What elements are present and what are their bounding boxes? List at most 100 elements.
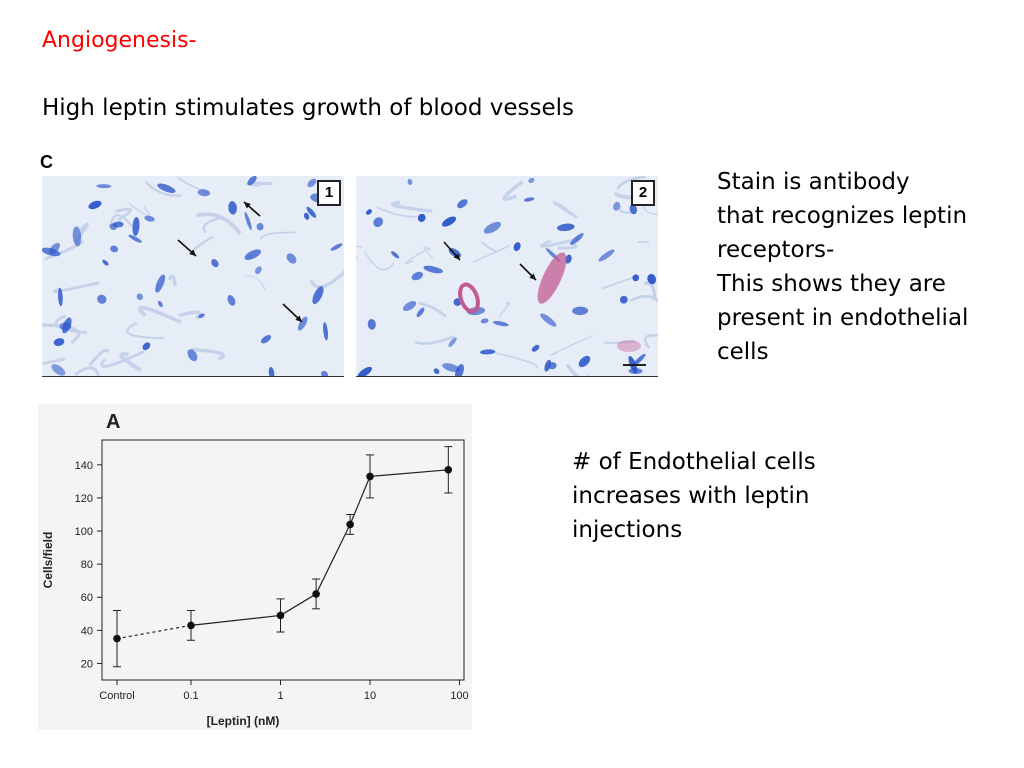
tissue-fiber [167,274,177,286]
stained-nucleus [306,206,317,218]
stained-nucleus [613,201,621,211]
stained-nucleus [391,251,400,259]
stained-nucleus [523,197,535,202]
stained-nucleus [88,200,102,210]
stained-nucleus [483,221,501,234]
y-tick-label: 60 [81,592,93,604]
micrograph-leptin: 2 [356,176,658,377]
x-tick-label: 0.1 [183,690,198,702]
stained-nucleus [198,313,205,319]
stained-nucleus [572,306,589,316]
stained-nucleus [513,242,521,252]
stained-nucleus [565,254,572,264]
stained-nucleus [570,233,584,245]
stained-nucleus [256,222,264,231]
stained-nucleus [297,316,308,331]
stained-nucleus [144,215,155,222]
x-tick-label: Control [99,690,134,702]
tissue-fiber [119,352,142,372]
tissue-fiber [42,357,66,366]
stained-nucleus [244,212,252,231]
pointer-arrow-head [189,249,196,256]
stained-nucleus [367,319,376,330]
micrograph-leptin-image [356,176,658,376]
endothelial-note: # of Endothelial cells increases with le… [572,445,816,547]
series-line-segment [116,624,192,640]
y-tick-label: 120 [75,493,93,505]
stained-nucleus [255,266,262,275]
tissue-fiber [616,176,646,190]
receptor-stain [617,340,641,352]
stained-nucleus [58,287,63,307]
stained-nucleus [373,217,384,228]
figure-c-letter: C [40,152,53,172]
data-point [346,520,354,529]
y-tick-label: 40 [81,625,93,637]
tissue-fiber [191,235,214,253]
stained-nucleus [402,300,417,312]
slide-title: Angiogenesis- [42,28,197,53]
pointer-arrow-head [453,253,460,260]
stained-nucleus [448,337,457,347]
tissue-fiber [364,251,395,271]
stained-nucleus [578,355,591,368]
stained-nucleus [528,177,535,183]
tissue-fiber [309,270,344,289]
stained-nucleus [629,204,637,215]
pointer-arrow-head [295,315,302,322]
x-tick-label: 1 [277,690,283,702]
plot-frame [101,439,465,681]
tissue-fiber [42,323,81,345]
stained-nucleus [187,349,198,362]
pointer-arrow-head [529,273,536,280]
series-line-segment [280,593,317,616]
data-point [113,634,121,643]
stained-nucleus [53,338,65,346]
tissue-fiber [539,237,580,248]
chart-panel-letter: A [106,411,120,433]
stained-nucleus [211,259,219,268]
stained-nucleus [155,274,166,293]
data-point [444,465,453,474]
stained-nucleus [102,259,109,266]
tissue-fiber [202,217,220,234]
stained-nucleus [59,322,72,331]
stained-nucleus [357,366,372,376]
y-tick-label: 20 [81,658,93,670]
stained-nucleus [330,243,343,251]
tissue-fiber [550,334,593,356]
y-tick-label: 100 [75,526,93,538]
data-point [187,621,195,630]
stained-nucleus [417,213,426,222]
tissue-fiber [376,206,417,218]
tissue-fiber [128,203,150,217]
series-line-segment [315,524,351,595]
series-line-segment [349,476,371,525]
stained-nucleus [442,363,461,373]
tissue-fiber [423,246,434,260]
receptor-stained-vessel [458,282,480,314]
stained-nucleus [157,300,163,308]
stained-nucleus [598,249,615,262]
stained-nucleus [247,176,257,186]
tissue-fiber [601,274,639,290]
panel-number-2: 2 [631,180,655,206]
stained-nucleus [96,184,112,189]
tissue-fiber [643,281,657,301]
tissue-fiber [245,275,266,291]
stained-nucleus [303,212,310,220]
x-tick-label: 10 [364,690,376,702]
stained-nucleus [480,318,489,324]
stained-nucleus [227,295,236,306]
stained-nucleus [286,253,297,264]
tissue-fiber [74,366,100,376]
tissue-fiber [126,321,164,340]
tissue-fiber [414,335,455,345]
stained-nucleus [619,295,628,304]
x-tick-label: 100 [450,690,468,702]
tissue-fiber [418,301,447,318]
stained-nucleus [454,363,465,376]
data-point [312,590,320,598]
stained-nucleus [42,247,61,257]
tissue-fiber [54,314,88,335]
